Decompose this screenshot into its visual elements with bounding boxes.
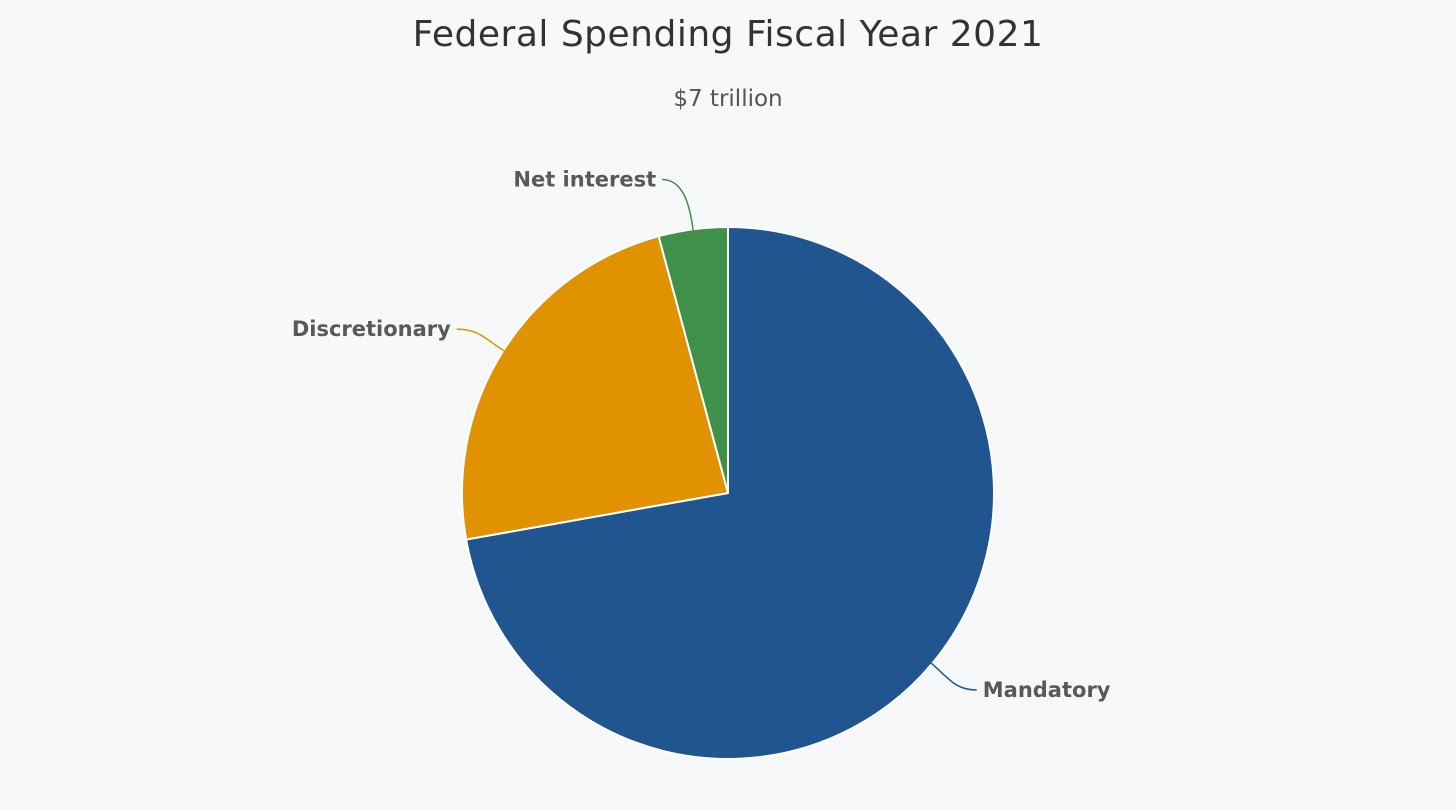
connector-net-interest: [662, 178, 694, 231]
slice-label-discretionary: Discretionary: [292, 317, 451, 341]
slice-label-mandatory: Mandatory: [983, 678, 1111, 702]
chart-title: Federal Spending Fiscal Year 2021: [412, 14, 1044, 55]
slice-labels: Mandatory Discretionary Net interest: [292, 168, 1111, 702]
pie-slices: [461, 226, 995, 760]
connector-discretionary: [456, 328, 505, 352]
chart-subtitle: $7 trillion: [673, 86, 783, 112]
connector-mandatory: [930, 662, 977, 691]
label-connectors: [456, 178, 977, 691]
slice-label-net-interest: Net interest: [513, 168, 656, 192]
